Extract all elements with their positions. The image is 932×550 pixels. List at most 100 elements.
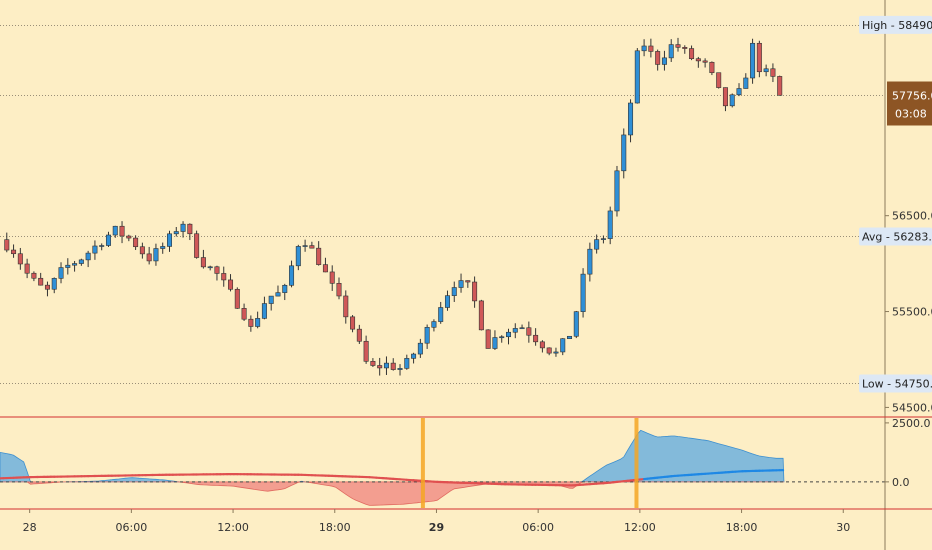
candle xyxy=(499,335,505,343)
candle xyxy=(424,324,430,349)
candle xyxy=(648,38,654,58)
candle xyxy=(221,266,227,287)
candle xyxy=(634,48,640,104)
candle xyxy=(261,296,267,320)
candle xyxy=(133,235,139,250)
candle xyxy=(295,244,301,271)
candle xyxy=(682,45,688,54)
last-price-label: 57756.0 03:08 xyxy=(887,81,932,126)
level-label-high: High - 58490.0 xyxy=(859,15,932,34)
candle xyxy=(241,303,247,321)
candle xyxy=(539,340,545,353)
time-tick-label: 12:00 xyxy=(624,521,656,534)
candle xyxy=(356,324,362,344)
candle xyxy=(383,356,389,375)
candle xyxy=(451,281,457,302)
candle xyxy=(614,165,620,217)
candle xyxy=(214,265,220,281)
candle xyxy=(675,37,681,52)
candle xyxy=(709,61,715,76)
candle xyxy=(580,268,586,318)
signal-marker xyxy=(634,418,639,508)
candle xyxy=(160,242,166,254)
time-tick-label: 18:00 xyxy=(319,521,351,534)
oscillator-tick-label: 2500.0 xyxy=(892,417,931,430)
candle xyxy=(492,330,498,350)
candle xyxy=(187,223,193,241)
candle xyxy=(282,283,288,301)
candle xyxy=(112,225,118,238)
candle xyxy=(628,99,634,143)
candle xyxy=(750,38,756,84)
candle xyxy=(350,315,356,333)
candle xyxy=(105,231,111,247)
candle xyxy=(743,73,749,89)
candle xyxy=(546,347,552,356)
candle xyxy=(92,240,98,260)
time-tick-label: 29 xyxy=(429,521,444,534)
svg-text:03:08: 03:08 xyxy=(895,108,927,121)
candle xyxy=(44,281,50,297)
candle xyxy=(655,49,661,71)
candle xyxy=(17,247,23,270)
price-axis-labels: 56500.0 55500.0 54500.0 High - 58490.0 Avg -… xyxy=(859,15,932,489)
candle xyxy=(139,242,145,259)
candle xyxy=(255,311,261,329)
svg-text:Avg - 56283.5: Avg - 56283.5 xyxy=(862,230,932,243)
candle xyxy=(444,290,450,311)
candle xyxy=(65,258,71,275)
candle xyxy=(126,234,132,242)
svg-text:High - 58490.0: High - 58490.0 xyxy=(862,19,932,32)
candle xyxy=(343,290,349,324)
candle xyxy=(512,323,518,339)
candle xyxy=(228,274,234,292)
candle xyxy=(689,45,695,61)
candle xyxy=(404,354,410,370)
candle xyxy=(465,280,471,288)
candle xyxy=(4,232,10,253)
candle xyxy=(553,347,559,357)
candle xyxy=(38,272,44,286)
candle xyxy=(702,58,708,68)
candle xyxy=(431,319,437,332)
time-tick-label: 12:00 xyxy=(217,521,249,534)
candle xyxy=(24,258,30,279)
candle xyxy=(641,39,647,57)
time-tick-label: 28 xyxy=(23,521,37,534)
time-tick-label: 18:00 xyxy=(726,521,758,534)
level-label-low: Low - 54750.0 xyxy=(859,374,932,393)
candle xyxy=(716,72,722,89)
candle xyxy=(302,239,308,252)
candle xyxy=(329,265,335,291)
svg-text:57756.0: 57756.0 xyxy=(892,90,932,103)
candle xyxy=(417,338,423,358)
candle xyxy=(200,249,206,269)
candle xyxy=(458,273,464,293)
candle xyxy=(397,364,403,376)
candle xyxy=(661,50,667,71)
candle xyxy=(85,250,91,268)
candle xyxy=(621,128,627,179)
candle xyxy=(31,271,37,282)
time-tick-label: 06:00 xyxy=(522,521,554,534)
candles xyxy=(4,37,783,376)
candle xyxy=(11,244,17,258)
candle xyxy=(587,242,593,282)
candle xyxy=(167,230,173,252)
candle xyxy=(770,63,776,83)
price-tick-label: 54500.0 xyxy=(892,401,932,414)
price-tick-label: 55500.0 xyxy=(892,306,932,319)
candle xyxy=(248,315,254,332)
candle xyxy=(533,328,539,346)
candle xyxy=(119,221,125,244)
candle xyxy=(722,87,728,112)
candle xyxy=(695,56,701,68)
level-lines xyxy=(0,25,885,384)
candle xyxy=(146,246,152,265)
candle xyxy=(485,329,491,349)
oscillator-tick-label: 0.0 xyxy=(892,476,910,489)
candle xyxy=(438,301,444,324)
candle xyxy=(173,226,179,237)
